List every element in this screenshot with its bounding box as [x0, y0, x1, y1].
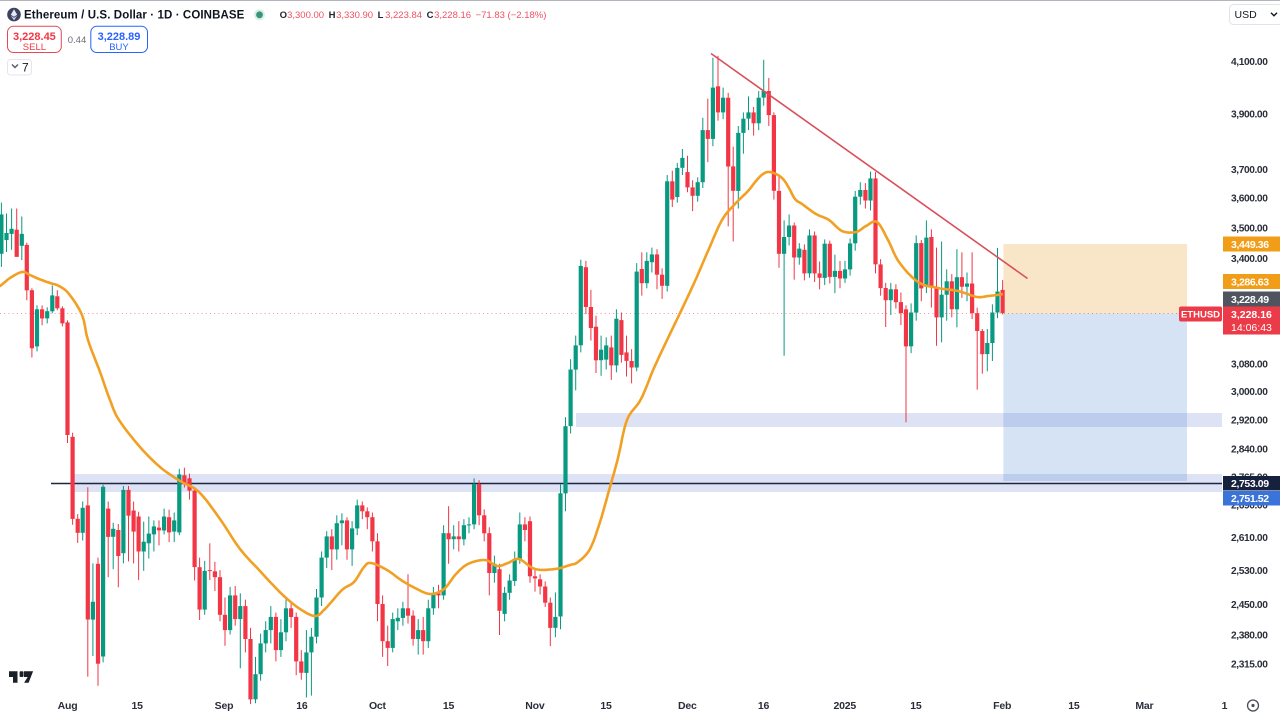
svg-text:3,080.00: 3,080.00: [1231, 359, 1268, 370]
svg-text:3,000.00: 3,000.00: [1231, 387, 1268, 398]
svg-text:C: C: [427, 10, 434, 21]
svg-text:14:06:43: 14:06:43: [1231, 322, 1272, 334]
svg-text:BUY: BUY: [109, 42, 129, 53]
svg-text:Ethereum / U.S. Dollar · 1D ·: Ethereum / U.S. Dollar · 1D · COINBASE: [24, 10, 245, 22]
svg-text:16: 16: [296, 700, 308, 712]
svg-text:Feb: Feb: [993, 700, 1011, 712]
svg-text:2,530.00: 2,530.00: [1231, 566, 1268, 577]
svg-text:3,400.00: 3,400.00: [1231, 254, 1268, 265]
svg-text:15: 15: [132, 700, 144, 712]
svg-text:3,330.90: 3,330.90: [336, 10, 373, 21]
svg-text:3,228.16: 3,228.16: [434, 10, 471, 21]
svg-text:L: L: [378, 10, 384, 21]
svg-text:3,228.16: 3,228.16: [1231, 309, 1272, 321]
svg-text:0.44: 0.44: [68, 35, 87, 46]
svg-text:ETHUSD: ETHUSD: [1181, 310, 1220, 321]
svg-text:3,900.00: 3,900.00: [1231, 109, 1268, 120]
svg-text:−71.83 (−2.18%): −71.83 (−2.18%): [476, 10, 547, 21]
svg-text:2,315.00: 2,315.00: [1231, 659, 1268, 670]
svg-text:USD: USD: [1235, 9, 1258, 21]
svg-text:3,600.00: 3,600.00: [1231, 194, 1268, 205]
svg-text:2025: 2025: [834, 700, 857, 712]
svg-text:3,286.63: 3,286.63: [1231, 277, 1269, 289]
svg-text:2,920.00: 2,920.00: [1231, 416, 1268, 427]
svg-text:3,500.00: 3,500.00: [1231, 223, 1268, 234]
svg-text:Sep: Sep: [215, 700, 234, 712]
svg-text:Nov: Nov: [525, 700, 545, 712]
svg-text:15: 15: [443, 700, 455, 712]
svg-text:2,753.09: 2,753.09: [1231, 478, 1269, 490]
svg-text:2,450.00: 2,450.00: [1231, 600, 1268, 611]
svg-text:Mar: Mar: [1135, 700, 1153, 712]
svg-text:15: 15: [1068, 700, 1080, 712]
svg-text:15: 15: [600, 700, 612, 712]
svg-text:1: 1: [1222, 700, 1228, 712]
svg-text:4,100.00: 4,100.00: [1231, 57, 1268, 68]
svg-text:2,840.00: 2,840.00: [1231, 445, 1268, 456]
svg-text:3,700.00: 3,700.00: [1231, 165, 1268, 176]
svg-text:Aug: Aug: [58, 700, 78, 712]
svg-text:7: 7: [22, 61, 29, 75]
svg-text:Dec: Dec: [678, 700, 697, 712]
svg-text:3,300.00: 3,300.00: [287, 10, 324, 21]
svg-text:3,223.84: 3,223.84: [385, 10, 422, 21]
svg-text:2,380.00: 2,380.00: [1231, 631, 1268, 642]
svg-text:3,228.49: 3,228.49: [1231, 294, 1269, 306]
svg-text:15: 15: [910, 700, 922, 712]
svg-text:O: O: [280, 10, 287, 21]
svg-text:16: 16: [758, 700, 770, 712]
svg-text:Oct: Oct: [369, 700, 387, 712]
svg-text:2,610.00: 2,610.00: [1231, 533, 1268, 544]
svg-text:SELL: SELL: [23, 42, 46, 53]
svg-text:H: H: [329, 10, 336, 21]
svg-text:2,751.52: 2,751.52: [1231, 493, 1269, 505]
svg-text:3,449.36: 3,449.36: [1231, 239, 1269, 251]
